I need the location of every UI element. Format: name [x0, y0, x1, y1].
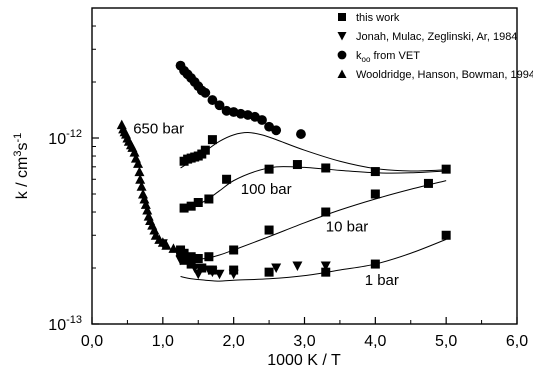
curve-label: 10 bar	[326, 218, 369, 235]
data-point	[222, 174, 232, 184]
data-point	[320, 261, 331, 272]
data-point	[321, 207, 331, 217]
plot-frame	[91, 7, 518, 325]
data-point	[229, 245, 239, 255]
data-point	[129, 147, 140, 157]
data-point	[134, 166, 145, 177]
legend: this work Jonah, Mulac, Zeglinski, Ar, 19…	[337, 12, 533, 81]
data-point	[139, 193, 150, 204]
legend-label: this work	[356, 12, 400, 24]
fit-curve-0	[180, 238, 447, 282]
data-point	[161, 240, 172, 250]
data-point	[423, 178, 433, 188]
data-point	[189, 263, 200, 274]
data-point	[207, 95, 218, 105]
data-point	[271, 263, 282, 274]
data-points	[116, 60, 451, 280]
data-point	[142, 205, 153, 215]
x-axis-label: 1000 K / T	[267, 352, 341, 369]
legend-marker	[337, 69, 347, 78]
data-point	[264, 164, 274, 174]
curve-label: 650 bar	[133, 120, 184, 137]
data-point	[264, 267, 274, 277]
data-point	[271, 125, 282, 136]
x-tick-label: 5,0	[435, 333, 457, 350]
data-point	[441, 230, 451, 240]
data-point	[292, 261, 303, 272]
y-axis-label: k / cm3s-1	[12, 133, 31, 200]
data-point	[179, 248, 189, 258]
data-point	[186, 252, 196, 262]
data-point	[264, 225, 274, 235]
data-point	[292, 160, 302, 170]
legend-label: Wooldridge, Hanson, Bowman, 1994	[356, 69, 533, 81]
data-point	[193, 198, 203, 208]
curve-label: 100 bar	[241, 181, 292, 198]
data-point	[321, 267, 331, 277]
fit-curve-3	[180, 132, 447, 172]
data-point	[214, 100, 225, 111]
fit-curve-2	[180, 166, 447, 213]
y-tick-label: 10-13	[48, 314, 82, 334]
data-point	[207, 135, 217, 145]
legend-marker	[337, 50, 347, 60]
data-point	[179, 255, 189, 265]
data-point	[140, 199, 151, 209]
data-point	[214, 269, 225, 280]
data-point	[133, 158, 144, 168]
data-point	[136, 181, 147, 191]
data-point	[321, 163, 331, 173]
y-axis-label-exp2: -1	[12, 133, 24, 143]
data-point	[370, 189, 380, 199]
data-point	[228, 269, 239, 280]
x-tick-label: 4,0	[364, 333, 386, 350]
data-point	[168, 243, 179, 253]
data-point	[175, 246, 186, 257]
data-point	[149, 225, 160, 235]
y-tick-label: 10-12	[48, 128, 82, 148]
y-axis: 10-13 10-12	[48, 25, 99, 334]
data-point	[186, 201, 196, 211]
fit-curves	[176, 132, 447, 282]
data-point	[175, 255, 186, 266]
data-point	[200, 145, 210, 155]
x-tick-label: 0,0	[81, 333, 103, 350]
data-point	[257, 115, 267, 125]
y-axis-label-main: k / cm	[14, 157, 31, 200]
x-axis: 0,0 1,0 2,0 3,0 4,0 5,0 6,0	[81, 317, 528, 350]
legend-marker	[337, 32, 347, 41]
x-tick-label: 6,0	[506, 333, 528, 350]
x-tick-label: 1,0	[152, 333, 174, 350]
annotations: 650 bar 100 bar 10 bar 1 bar	[133, 120, 399, 289]
data-point	[204, 194, 214, 204]
data-point	[370, 259, 380, 269]
data-point	[370, 167, 380, 177]
data-point	[179, 203, 189, 213]
x-tick-label: 2,0	[223, 333, 245, 350]
legend-label: Jonah, Mulac, Zeglinski, Ar, 1984	[356, 31, 517, 43]
data-point	[441, 164, 451, 174]
x-tick-label: 3,0	[293, 333, 315, 350]
data-point	[204, 252, 214, 262]
data-point	[197, 263, 207, 273]
data-point	[193, 269, 204, 280]
legend-marker	[338, 13, 346, 21]
y-axis-label-exp1: 3	[12, 150, 24, 156]
data-point	[193, 253, 203, 263]
data-point	[296, 129, 306, 139]
curve-label: 1 bar	[365, 272, 399, 289]
data-point	[135, 174, 146, 184]
y-axis-label-mid: s	[14, 142, 31, 150]
data-point	[200, 87, 211, 98]
legend-label: koo from VET	[356, 50, 420, 64]
